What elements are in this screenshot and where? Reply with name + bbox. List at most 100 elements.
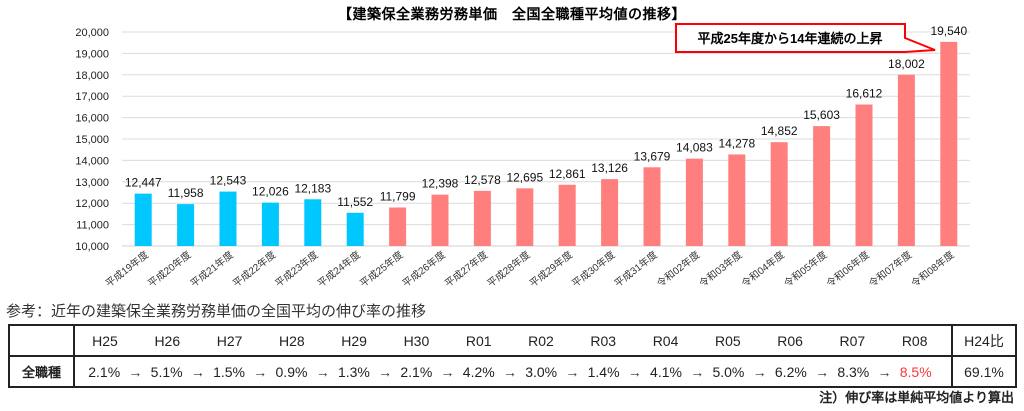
rates-cell: 2.1% → 5.1% → 1.5% → 0.9% → 1.3% → 2.1% → 4.2% → 3.0% →… [74, 356, 952, 387]
year-label: R01 [465, 332, 492, 349]
data-label: 16,612 [846, 87, 883, 101]
data-label: 14,278 [718, 136, 755, 150]
x-tick-label: 平成25年度 [357, 248, 405, 290]
arrow-icon: → [190, 363, 205, 380]
rate-value: 2.1% [400, 363, 433, 380]
data-label: 12,447 [125, 176, 162, 190]
data-label: 15,603 [803, 108, 840, 122]
arrow-icon: → [627, 363, 642, 380]
spacer [378, 333, 392, 349]
data-label: 13,126 [591, 161, 628, 175]
y-tick-label: 11,000 [76, 220, 109, 232]
x-tick-label: 平成30年度 [569, 248, 617, 290]
data-label: 12,578 [464, 173, 501, 187]
total-header: H24比 [951, 325, 1016, 357]
year-label: R07 [839, 332, 866, 349]
arrow-icon: → [128, 363, 143, 380]
bar [897, 74, 915, 246]
bar-chart: 10,000 11,000 12,000 13,000 14,000 15,000 16,0… [75, 23, 970, 290]
y-tick-label: 12,000 [75, 198, 109, 210]
year-label: H27 [216, 332, 243, 349]
y-tick-label: 14,000 [75, 155, 109, 167]
footnote: 注）伸び率は単純平均値より算出 [819, 391, 1014, 406]
spacer [254, 333, 268, 349]
table-header-row: H25 H26 H27 H28 H29 H30 R01 R02 R03 R04 R05 R06 R07 R… [9, 325, 1016, 357]
y-tick-label: 18,000 [75, 70, 109, 82]
bars [134, 41, 958, 247]
x-tick-label: 平成20年度 [145, 248, 193, 290]
year-label: R08 [901, 332, 928, 349]
data-label: 14,852 [761, 124, 798, 138]
x-tick-label: 平成21年度 [188, 248, 236, 290]
data-label: 11,552 [337, 195, 373, 209]
year-label: R05 [714, 332, 741, 349]
arrow-icon: → [752, 363, 767, 380]
year-label: H26 [154, 332, 181, 349]
x-tick-label: 令和03年度 [696, 248, 744, 290]
arrow-icon: → [565, 363, 580, 380]
year-header-cell: H25 H26 H27 H28 H29 H30 R01 R02 R03 R04 R05 R06 R07 R… [74, 325, 952, 357]
data-label: 11,799 [380, 190, 416, 204]
arrow-icon: → [315, 363, 330, 380]
data-label: 12,695 [506, 170, 543, 184]
bar [346, 212, 364, 246]
rate-value: 5.0% [712, 363, 745, 380]
y-tick-label: 13,000 [75, 177, 109, 189]
spacer [441, 333, 455, 349]
rate-value: 0.9% [275, 363, 308, 380]
year-label: H29 [341, 332, 367, 349]
y-axis-ticks: 10,000 11,000 12,000 13,000 14,000 15,000 16,0… [75, 27, 109, 253]
reference-title: 参考：近年の建築保全業務労務単価の全国平均の伸び率の推移 [6, 302, 427, 320]
x-tick-label: 令和05年度 [781, 248, 829, 290]
data-label: 18,002 [888, 57, 925, 71]
spacer [191, 333, 205, 349]
bar [261, 202, 279, 246]
y-tick-label: 19,000 [75, 48, 109, 60]
data-label: 12,398 [422, 177, 459, 191]
arrow-icon: → [253, 363, 268, 380]
bar [728, 154, 746, 246]
x-tick-label: 平成24年度 [315, 248, 363, 290]
x-tick-label: 平成26年度 [400, 248, 448, 290]
callout-box [675, 23, 936, 53]
value-labels: 12,447 11,958 12,543 12,026 12,183 11,552 11,7… [125, 24, 968, 209]
rate-value: 1.3% [337, 363, 370, 380]
year-label: R04 [652, 332, 679, 349]
bar [643, 167, 661, 246]
bar [219, 191, 237, 246]
rate-value: 1.5% [213, 363, 246, 380]
data-label: 12,183 [294, 181, 331, 195]
x-tick-label: 平成28年度 [484, 248, 532, 290]
bar [431, 194, 449, 246]
rate-value: 5.1% [150, 363, 183, 380]
arrow-icon: → [815, 363, 830, 380]
bar [516, 188, 534, 246]
year-label: R02 [528, 332, 554, 349]
bar [601, 179, 619, 246]
year-label: R06 [777, 332, 803, 349]
header-empty-cell [9, 325, 75, 357]
bar [813, 126, 831, 246]
data-label: 13,679 [634, 149, 671, 163]
arrow-icon: → [440, 363, 455, 380]
arrow-icon: → [502, 363, 517, 380]
rate-value: 4.2% [462, 363, 495, 380]
rate-value: 8.5% [899, 363, 932, 380]
x-tick-label: 平成31年度 [612, 248, 660, 290]
data-label: 19,540 [930, 24, 967, 38]
bar [940, 41, 958, 247]
bar [855, 104, 873, 246]
x-tick-label: 平成19年度 [103, 248, 151, 290]
bar [473, 190, 491, 246]
bar [558, 184, 576, 246]
rate-value: 1.4% [587, 363, 620, 380]
rate-value: 8.3% [837, 363, 870, 380]
rate-value: 2.1% [88, 363, 121, 380]
data-label: 12,543 [210, 174, 247, 188]
bar [389, 207, 407, 246]
data-label: 12,861 [549, 167, 586, 181]
year-label: H28 [279, 332, 305, 349]
x-tick-label: 令和06年度 [824, 248, 872, 290]
growth-rate-table: H25 H26 H27 H28 H29 H30 R01 R02 R03 R04 R05 R06 R07 R… [8, 324, 1017, 388]
y-tick-label: 10,000 [75, 241, 109, 253]
